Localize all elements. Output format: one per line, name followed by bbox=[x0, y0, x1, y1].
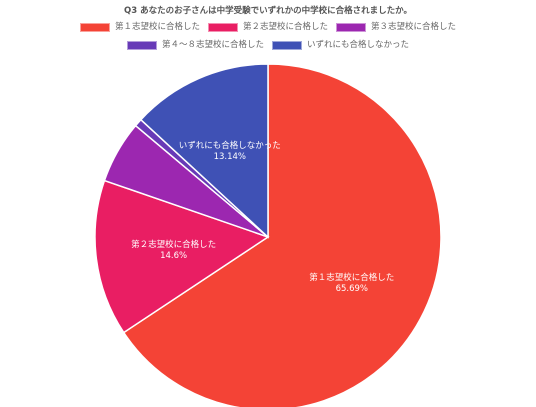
legend-item[interactable]: 第４～８志望校に合格した bbox=[126, 40, 264, 51]
legend-item[interactable]: 第３志望校に合格した bbox=[336, 22, 456, 33]
slice-label-name: いずれにも合格しなかった bbox=[179, 140, 281, 151]
slice-label-value: 65.69% bbox=[336, 284, 368, 294]
legend-swatch bbox=[207, 23, 238, 32]
slice-label-value: 14.6% bbox=[160, 251, 187, 261]
legend-label: 第１志望校に合格した bbox=[114, 22, 200, 32]
legend-swatch bbox=[126, 41, 157, 50]
pie-slice[interactable] bbox=[139, 63, 269, 239]
slice-label-value: 13.14% bbox=[214, 152, 246, 162]
legend: 第１志望校に合格した 第２志望校に合格した 第３志望校に合格した第４～８志望校に合格… bbox=[4, 22, 532, 51]
chart-title: Q3 あなたのお子さんは中学受験でいずれかの中学校に合格されましたか。 bbox=[124, 6, 412, 16]
pie-slice[interactable] bbox=[94, 179, 270, 334]
legend-swatch bbox=[272, 41, 302, 50]
legend-item[interactable]: 第１志望校に合格した bbox=[79, 22, 200, 33]
legend-label: いずれにも合格しなかった bbox=[307, 40, 410, 50]
slice-label-name: 第２志望校に合格した bbox=[131, 239, 216, 250]
legend-item[interactable]: 第２志望校に合格した bbox=[207, 22, 328, 33]
legend-label: 第３志望校に合格した bbox=[371, 22, 457, 32]
slice-label-name: 第１志望校に合格した bbox=[309, 272, 394, 283]
legend-swatch bbox=[79, 23, 110, 32]
legend-label: 第２志望校に合格した bbox=[242, 22, 328, 32]
legend-item[interactable]: いずれにも合格しなかった bbox=[272, 40, 409, 51]
legend-swatch bbox=[336, 23, 366, 32]
pie-slice[interactable] bbox=[122, 63, 442, 407]
legend-label: 第４～８志望校に合格した bbox=[161, 40, 264, 50]
